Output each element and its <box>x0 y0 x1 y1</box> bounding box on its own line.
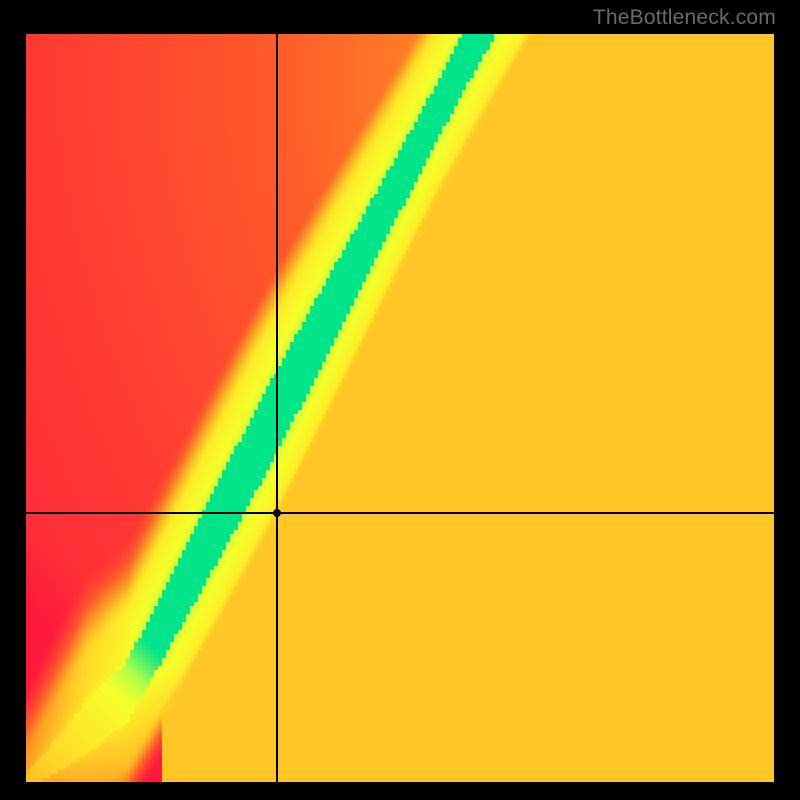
watermark-text: TheBottleneck.com <box>593 6 776 30</box>
bottleneck-heatmap <box>26 34 774 782</box>
figure-frame: TheBottleneck.com <box>0 0 800 800</box>
crosshair-horizontal <box>26 512 774 514</box>
crosshair-dot <box>273 509 281 517</box>
crosshair-vertical <box>276 34 278 782</box>
